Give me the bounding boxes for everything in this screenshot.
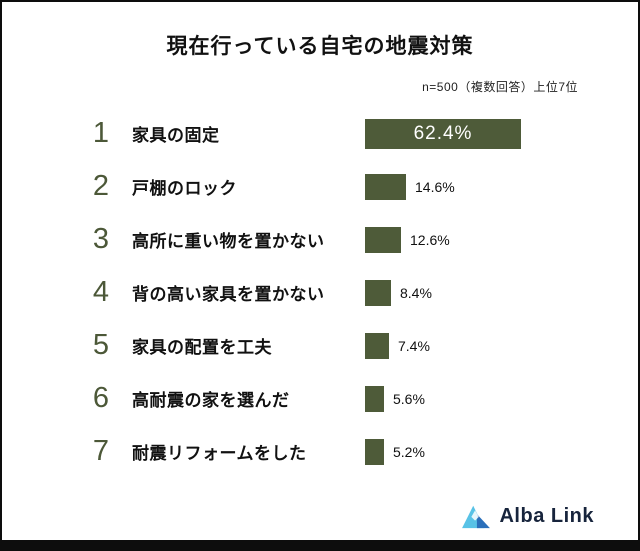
bar — [365, 332, 389, 359]
value-label: 5.6% — [393, 390, 425, 407]
chart-row: 1 家具の固定 62.4% — [86, 107, 638, 160]
chart-title: 現在行っている自宅の地震対策 — [166, 35, 474, 58]
rank-number: 7 — [92, 435, 110, 467]
value-label: 14.6% — [415, 178, 455, 195]
bar-area: 5.2% — [365, 438, 638, 465]
chart-row: 6 高耐震の家を選んだ 5.6% — [86, 372, 638, 425]
bar-chart: 1 家具の固定 62.4% 2 戸棚のロック 14.6% 3 高所に重い物を置か… — [2, 107, 638, 478]
value-label: 62.4% — [413, 122, 473, 144]
chart-row: 2 戸棚のロック 14.6% — [86, 160, 638, 213]
chart-row: 7 耐震リフォームをした 5.2% — [86, 425, 638, 478]
bar-area: 8.4% — [365, 279, 638, 306]
bar-area: 12.6% — [365, 226, 638, 253]
bar-area: 5.6% — [365, 385, 638, 412]
sample-size-note: n=500（複数回答）上位7位 — [422, 80, 578, 94]
chart-row: 4 背の高い家具を置かない 8.4% — [86, 266, 638, 319]
category-label: 背の高い家具を置かない — [132, 285, 325, 304]
alba-link-mountain-icon — [461, 503, 491, 529]
bar-area: 7.4% — [365, 332, 638, 359]
chart-row: 5 家具の配置を工夫 7.4% — [86, 319, 638, 372]
bar — [365, 438, 384, 465]
bar: 62.4% — [365, 118, 521, 149]
value-label: 8.4% — [400, 284, 432, 301]
rank-number: 6 — [92, 382, 110, 414]
rank-number: 3 — [92, 223, 110, 255]
bar-area: 62.4% — [365, 118, 638, 149]
rank-number: 5 — [92, 329, 110, 361]
rank-number: 1 — [92, 117, 110, 149]
bar — [365, 385, 384, 412]
chart-row: 3 高所に重い物を置かない 12.6% — [86, 213, 638, 266]
category-label: 戸棚のロック — [132, 179, 237, 198]
bar — [365, 173, 406, 200]
rank-number: 4 — [92, 276, 110, 308]
category-label: 耐震リフォームをした — [132, 444, 307, 463]
bar — [365, 226, 401, 253]
bottom-accent-bar — [2, 540, 638, 549]
brand-logo: Alba Link — [461, 503, 594, 529]
brand-name: Alba Link — [499, 504, 594, 527]
category-label: 家具の配置を工夫 — [132, 338, 272, 357]
bar-area: 14.6% — [365, 173, 638, 200]
value-label: 12.6% — [410, 231, 450, 248]
value-label: 5.2% — [393, 443, 425, 460]
category-label: 高耐震の家を選んだ — [132, 391, 290, 410]
rank-number: 2 — [92, 170, 110, 202]
category-label: 家具の固定 — [132, 126, 220, 145]
category-label: 高所に重い物を置かない — [132, 232, 325, 251]
bar — [365, 279, 391, 306]
value-label: 7.4% — [398, 337, 430, 354]
